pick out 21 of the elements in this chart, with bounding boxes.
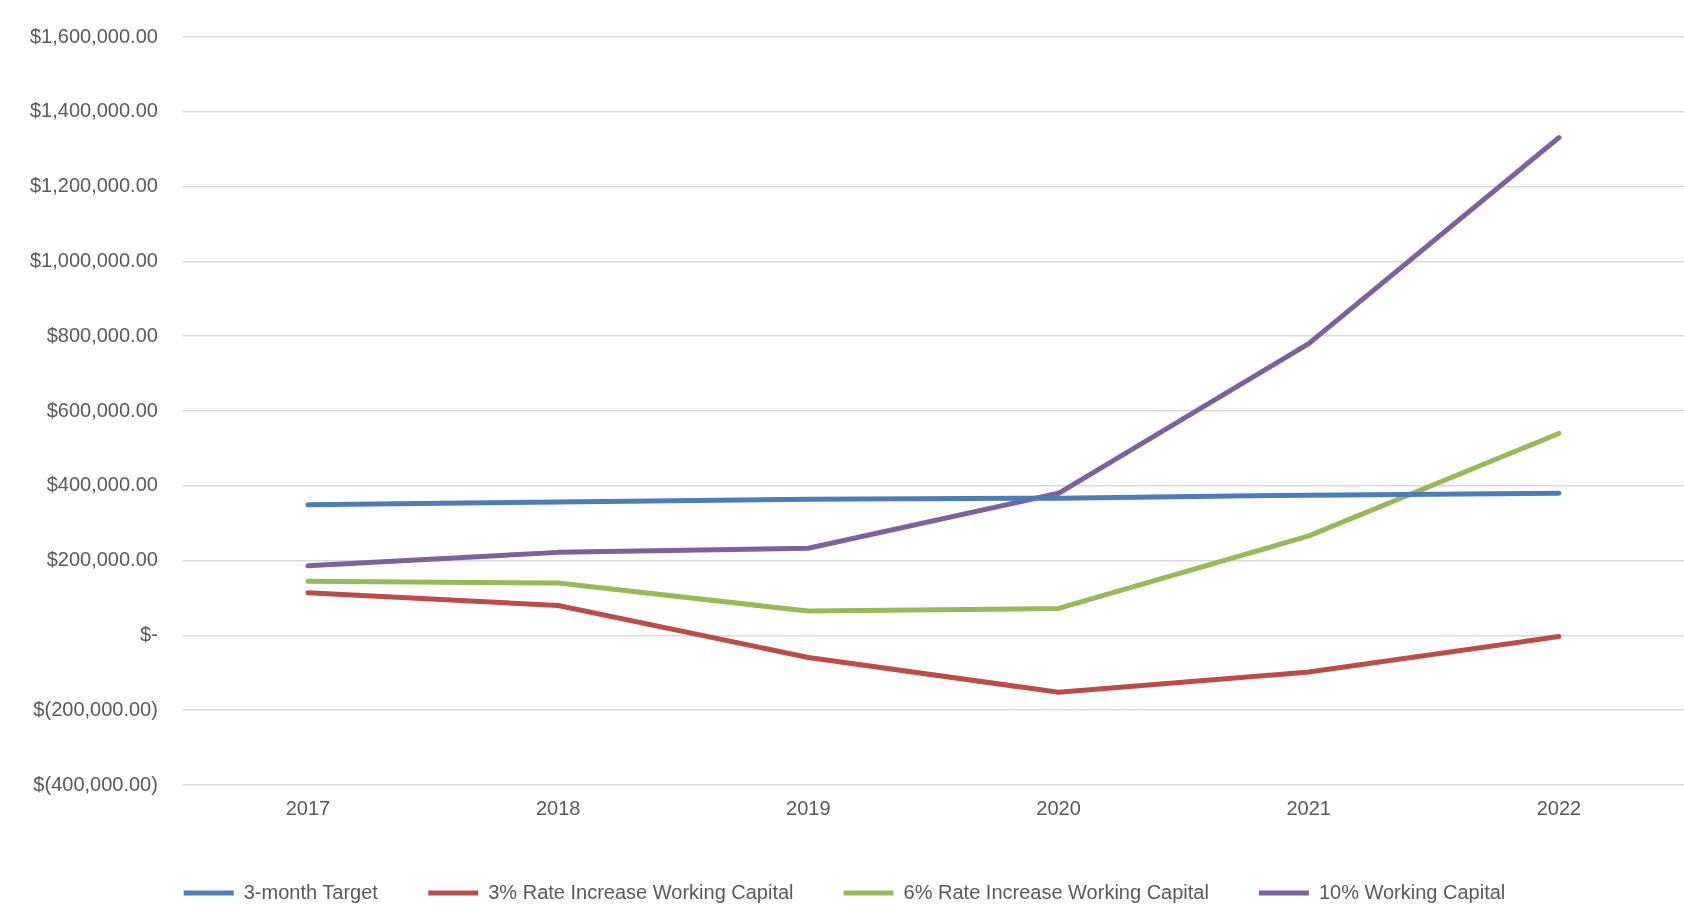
- y-tick-label: $1,600,000.00: [29, 24, 158, 47]
- y-tick-label: $1,000,000.00: [29, 248, 158, 271]
- y-tick-label: $(400,000.00): [33, 772, 158, 795]
- x-tick-label: 2020: [1036, 796, 1081, 819]
- x-tick-label: 2019: [786, 796, 831, 819]
- x-tick-label: 2017: [285, 796, 331, 819]
- legend-label: 6% Rate Increase Working Capital: [903, 880, 1209, 903]
- legend-label: 3-month Target: [243, 880, 379, 903]
- y-tick-label: $1,200,000.00: [29, 174, 158, 197]
- x-tick-label: 2021: [1286, 796, 1331, 819]
- y-tick-label: $1,400,000.00: [29, 99, 158, 122]
- y-tick-label: $-: [140, 622, 158, 645]
- x-tick-label: 2022: [1536, 796, 1582, 819]
- y-tick-label: $400,000.00: [46, 473, 158, 496]
- legend-label: 3% Rate Increase Working Capital: [488, 880, 794, 903]
- x-tick-label: 2018: [535, 796, 581, 819]
- y-tick-label: $800,000.00: [46, 323, 158, 346]
- legend-label: 10% Working Capital: [1318, 880, 1506, 903]
- y-tick-label: $(200,000.00): [33, 697, 158, 720]
- y-tick-label: $600,000.00: [46, 398, 158, 421]
- y-tick-label: $200,000.00: [46, 548, 158, 571]
